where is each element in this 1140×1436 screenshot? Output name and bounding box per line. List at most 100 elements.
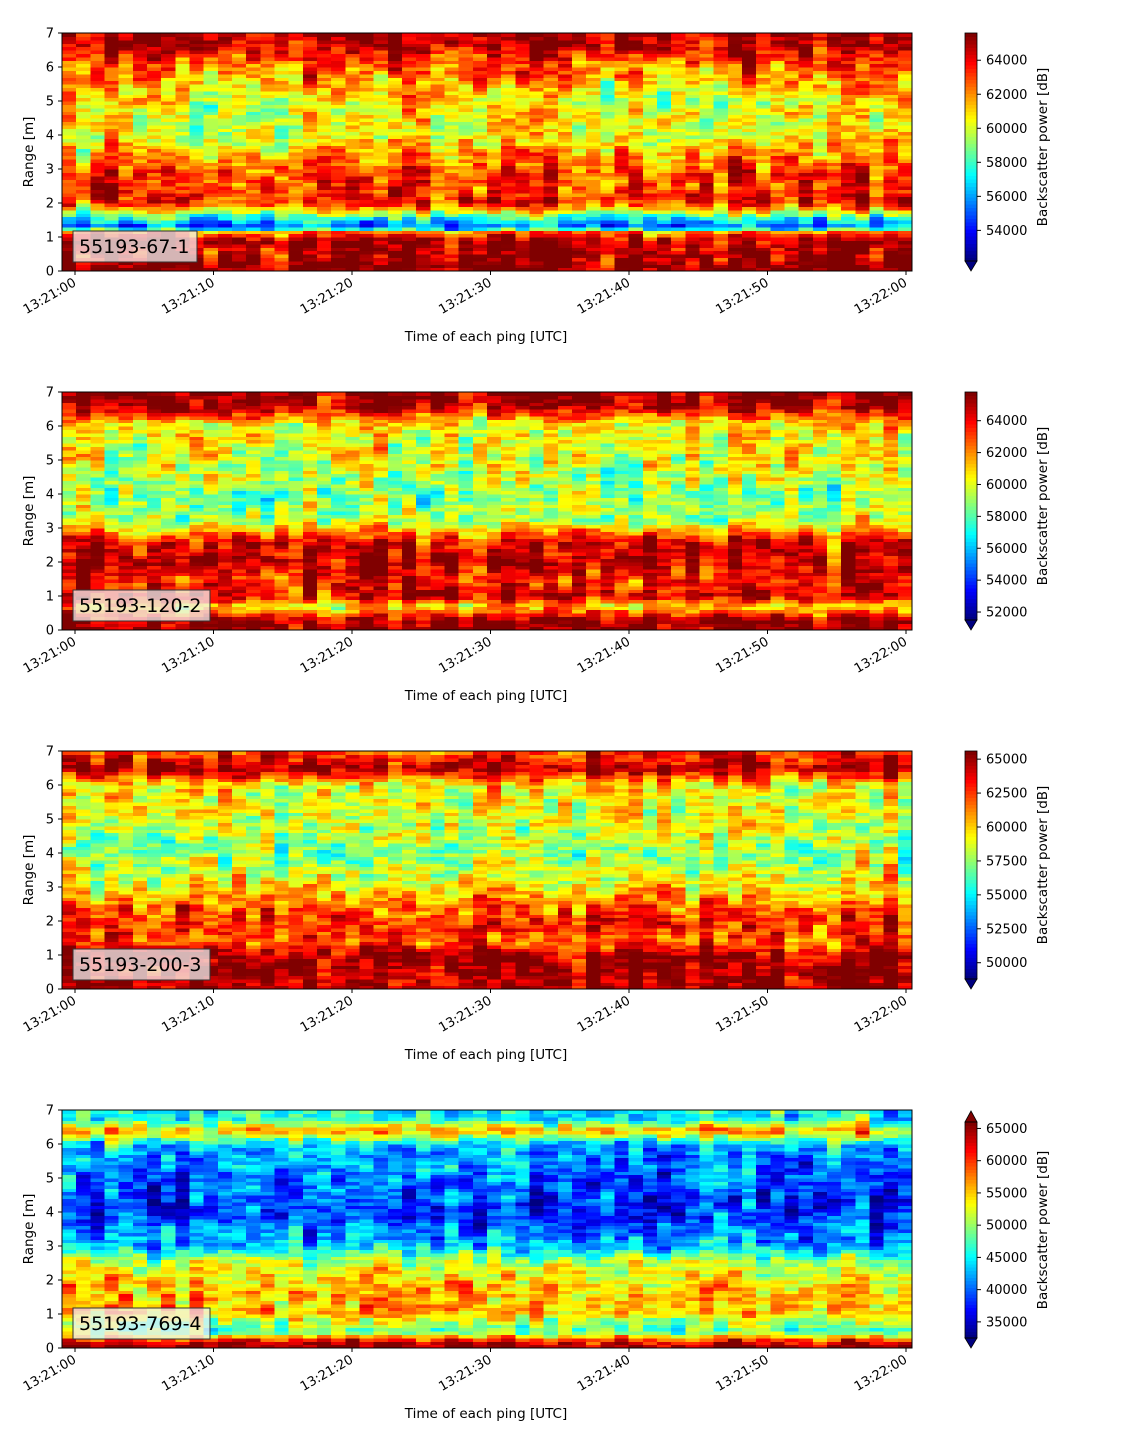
y-tick-label: 3 [46,1240,54,1255]
plot-frame [61,1109,913,1349]
panel-label: 55193-200-3 [79,954,202,976]
x-tick-label: 13:21:40 [575,1352,633,1394]
y-tick-label: 2 [46,1274,54,1289]
colorbar-label: Backscatter power [dB] [1035,427,1051,586]
panel-label: 55193-769-4 [79,1313,202,1335]
y-tick-label: 5 [46,1172,54,1187]
x-tick-label: 13:21:10 [159,993,217,1035]
y-tick-label: 0 [46,265,54,280]
x-tick-label: 13:21:50 [713,275,771,317]
y-tick-label: 3 [46,163,54,178]
x-tick-label: 13:21:30 [436,275,494,317]
x-axis-label: Time of each ping [UTC] [404,688,568,704]
y-axis-label: Range [m] [21,1194,37,1265]
colorbar-tick-label: 58000 [986,510,1027,525]
colorbar-label: Backscatter power [dB] [1035,1151,1051,1310]
colorbar-tick-label: 35000 [986,1315,1027,1330]
y-tick-label: 0 [46,983,54,998]
colorbar-extend-min [964,619,978,631]
panel-3: 0 1 2 3 4 5 6 7 13:21:00 13:21:10 13:21:20 13:21:30… [21,745,1051,1064]
colorbar-tick-label: 50000 [986,1219,1027,1234]
x-axis-label: Time of each ping [UTC] [404,1406,568,1422]
x-tick-label: 13:21:20 [298,275,356,317]
colorbar-tick-label: 45000 [986,1251,1027,1266]
y-axis-label: Range [m] [21,117,37,188]
colorbar: 35000 40000 45000 50000 55000 60000 65000 Backs… [964,1110,1051,1349]
y-tick-label: 5 [46,813,54,828]
colorbar-tick-label: 56000 [986,190,1027,205]
x-tick-label: 13:21:40 [575,993,633,1035]
y-tick-label: 7 [46,1104,54,1119]
x-tick-label: 13:21:50 [713,1352,771,1394]
colorbar-tick-label: 60000 [986,478,1027,493]
y-tick-label: 2 [46,915,54,930]
heatmap-image [62,392,913,631]
y-axis-label: Range [m] [21,476,37,547]
y-axis-label: Range [m] [21,835,37,906]
y-tick-label: 4 [46,1206,54,1221]
panel-1: 0 1 2 3 4 5 6 7 13:21:00 13:21:10 13:21:20 13:21:30… [21,27,1051,346]
y-tick-label: 4 [46,488,54,503]
heatmap-image [62,1110,913,1349]
colorbar-label: Backscatter power [dB] [1035,68,1051,227]
colorbar-tick-label: 56000 [986,542,1027,557]
colorbar-tick-label: 60000 [986,821,1027,836]
x-tick-label: 13:22:00 [852,993,910,1035]
y-tick-label: 6 [46,61,54,76]
x-tick-label: 13:21:40 [575,275,633,317]
colorbar-tick-label: 50000 [986,956,1027,971]
colorbar-tick-label: 52000 [986,606,1027,621]
panel-label: 55193-67-1 [79,236,189,258]
panel-label-box [72,230,198,263]
colorbar-tick-label: 52500 [986,922,1027,937]
x-tick-label: 13:21:10 [159,275,217,317]
x-tick-label: 13:21:10 [159,1352,217,1394]
x-tick-label: 13:21:30 [436,1352,494,1394]
colorbar-tick-label: 65000 [986,753,1027,768]
colorbar-extend-min [964,978,978,990]
colorbar-tick-label: 54000 [986,574,1027,589]
plot-frame [61,750,913,990]
colorbar-tick-label: 55000 [986,1186,1027,1201]
y-tick-label: 7 [46,386,54,401]
heatmap-image [62,751,913,990]
x-tick-label: 13:21:20 [298,634,356,676]
plot-frame [61,32,913,272]
colorbar: 50000 52500 55000 57500 60000 62500 65000 Backs… [964,750,1051,990]
panel-4: 0 1 2 3 4 5 6 7 13:21:00 13:21:10 13:21:20 13:21:30… [21,1104,1051,1423]
x-axis-label: Time of each ping [UTC] [404,1047,568,1063]
x-tick-label: 13:22:00 [852,275,910,317]
colorbar-label: Backscatter power [dB] [1035,786,1051,945]
colorbar-extend-min [964,260,978,272]
y-tick-label: 3 [46,522,54,537]
colorbar: 52000 54000 56000 58000 60000 62000 64000 Backs… [964,391,1051,631]
colorbar-tick-label: 65000 [986,1122,1027,1137]
panel-label-box [72,948,211,981]
heatmap-image [62,33,913,272]
x-tick-label: 13:21:50 [713,634,771,676]
y-tick-label: 2 [46,556,54,571]
x-tick-label: 13:21:10 [159,634,217,676]
y-tick-label: 3 [46,881,54,896]
x-tick-label: 13:21:40 [575,634,633,676]
panel-label-box [72,1307,211,1340]
y-tick-label: 6 [46,779,54,794]
y-tick-label: 5 [46,454,54,469]
colorbar-tick-label: 40000 [986,1283,1027,1298]
colorbar-tick-label: 62500 [986,787,1027,802]
y-tick-label: 2 [46,197,54,212]
y-tick-label: 4 [46,129,54,144]
x-tick-label: 13:22:00 [852,1352,910,1394]
plot-frame [61,391,913,631]
x-tick-label: 13:21:00 [21,1352,79,1394]
colorbar-tick-label: 55000 [986,888,1027,903]
y-tick-label: 0 [46,1342,54,1357]
colorbar-tick-label: 64000 [986,54,1027,69]
x-tick-label: 13:21:20 [298,993,356,1035]
y-tick-label: 6 [46,1138,54,1153]
x-tick-label: 13:21:30 [436,993,494,1035]
colorbar-tick-label: 62000 [986,446,1027,461]
colorbar-extend-min [964,1337,978,1349]
y-tick-label: 7 [46,27,54,42]
